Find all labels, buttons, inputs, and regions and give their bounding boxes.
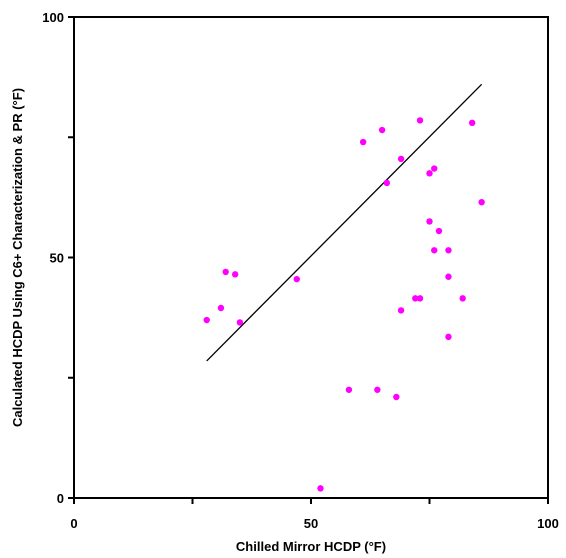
y-axis-title: Calculated HCDP Using C6+ Characterizati…: [10, 88, 25, 427]
trendline-group: [206, 83, 483, 362]
data-point: [431, 165, 438, 172]
data-point: [445, 247, 452, 254]
data-point: [397, 307, 405, 314]
trendline: [206, 83, 483, 362]
data-point: [426, 218, 433, 225]
data-point: [231, 271, 239, 278]
data-point: [459, 295, 466, 302]
data-point: [217, 304, 225, 312]
x-axis-title: Chilled Mirror HCDP (°F): [236, 539, 386, 554]
data-point: [317, 485, 324, 492]
y-tick-label: 100: [42, 10, 64, 25]
data-point: [383, 179, 391, 187]
data-point: [397, 155, 405, 163]
data-point: [426, 170, 433, 177]
data-point: [345, 386, 353, 393]
y-tick-label: 50: [50, 251, 64, 266]
data-point: [416, 117, 424, 124]
y-axis: 0 50 100: [42, 10, 74, 506]
data-point: [374, 386, 381, 393]
x-tick-label: 0: [70, 516, 77, 531]
x-tick-label: 100: [537, 516, 559, 531]
data-point: [431, 247, 438, 254]
data-point: [236, 319, 244, 326]
data-point: [412, 295, 419, 302]
data-point: [468, 119, 476, 127]
data-point: [378, 126, 386, 134]
data-point: [478, 198, 485, 206]
data-point: [416, 295, 424, 302]
x-axis: 0 50 100: [70, 498, 559, 531]
data-point: [203, 316, 210, 324]
data-point: [393, 393, 400, 401]
y-tick-label: 0: [57, 491, 64, 506]
data-point: [222, 268, 229, 276]
data-point: [359, 138, 367, 146]
data-points: [203, 117, 485, 492]
data-point: [445, 273, 452, 280]
data-point: [293, 275, 300, 283]
x-tick-label: 50: [304, 516, 318, 531]
data-point: [435, 227, 443, 235]
data-point: [445, 333, 452, 341]
